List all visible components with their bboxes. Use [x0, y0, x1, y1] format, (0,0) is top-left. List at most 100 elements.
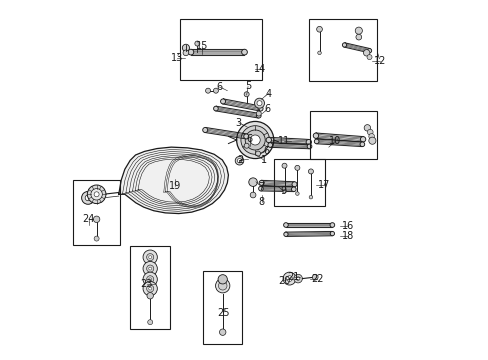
Circle shape [215, 279, 229, 293]
Circle shape [148, 256, 151, 258]
Circle shape [355, 34, 361, 40]
Circle shape [241, 49, 247, 55]
Polygon shape [119, 147, 228, 213]
Circle shape [256, 113, 261, 118]
Circle shape [248, 178, 257, 186]
Polygon shape [316, 139, 362, 147]
Circle shape [244, 92, 248, 97]
Circle shape [213, 106, 218, 111]
Circle shape [308, 169, 313, 174]
Circle shape [286, 276, 292, 282]
Circle shape [295, 192, 299, 195]
Circle shape [354, 27, 362, 34]
Polygon shape [315, 133, 363, 142]
Circle shape [366, 55, 371, 60]
Text: 13: 13 [170, 53, 183, 63]
Polygon shape [138, 159, 209, 202]
Circle shape [305, 139, 311, 145]
Circle shape [143, 250, 157, 264]
Circle shape [314, 139, 318, 144]
Text: 1: 1 [261, 156, 266, 165]
Circle shape [188, 49, 193, 55]
Text: 22: 22 [310, 274, 323, 284]
Circle shape [143, 261, 157, 276]
Circle shape [219, 329, 225, 336]
Text: 18: 18 [341, 231, 353, 241]
Circle shape [368, 137, 375, 144]
Text: 9: 9 [280, 186, 286, 197]
Circle shape [148, 267, 151, 270]
Circle shape [254, 98, 264, 108]
Text: 16: 16 [341, 221, 353, 231]
Text: 24: 24 [82, 213, 95, 224]
Bar [130, 246, 170, 329]
Circle shape [94, 236, 99, 241]
Circle shape [329, 223, 334, 227]
Circle shape [306, 144, 311, 149]
Circle shape [282, 190, 285, 193]
Polygon shape [222, 99, 261, 111]
Circle shape [359, 142, 364, 147]
Circle shape [317, 51, 321, 55]
Text: 17: 17 [318, 180, 330, 190]
Circle shape [313, 133, 318, 138]
Text: 21: 21 [287, 272, 299, 282]
Circle shape [257, 101, 262, 106]
Circle shape [316, 26, 322, 32]
Circle shape [329, 231, 334, 236]
Circle shape [218, 275, 227, 284]
Text: 14: 14 [254, 64, 266, 74]
Polygon shape [261, 180, 294, 187]
Text: 15: 15 [196, 41, 208, 51]
Circle shape [146, 265, 153, 272]
Circle shape [85, 195, 91, 201]
Polygon shape [132, 156, 214, 206]
Polygon shape [215, 106, 259, 118]
Circle shape [244, 143, 248, 148]
Circle shape [236, 121, 273, 158]
Polygon shape [285, 231, 332, 237]
Circle shape [218, 282, 226, 290]
Circle shape [91, 189, 102, 200]
Circle shape [282, 163, 286, 168]
Circle shape [203, 127, 207, 132]
Text: 6: 6 [263, 146, 269, 156]
Text: 20: 20 [278, 276, 290, 286]
Text: 12: 12 [373, 57, 386, 66]
Polygon shape [285, 223, 332, 227]
Text: 7: 7 [258, 182, 264, 192]
Text: 8: 8 [258, 197, 264, 207]
Polygon shape [190, 49, 244, 55]
Text: 3: 3 [235, 118, 242, 128]
Circle shape [265, 137, 271, 143]
Circle shape [342, 43, 346, 47]
Circle shape [366, 129, 372, 135]
Circle shape [182, 44, 189, 51]
Text: 4: 4 [265, 89, 271, 99]
Circle shape [237, 158, 241, 163]
Circle shape [148, 278, 151, 281]
Text: 11: 11 [277, 136, 289, 147]
Circle shape [94, 192, 99, 197]
Polygon shape [269, 143, 309, 149]
Text: 6: 6 [264, 104, 270, 113]
Polygon shape [204, 127, 246, 139]
Circle shape [293, 274, 302, 283]
Circle shape [259, 180, 264, 185]
Bar [308, 19, 376, 81]
Circle shape [308, 195, 312, 199]
Polygon shape [135, 157, 212, 204]
Circle shape [87, 185, 106, 203]
Text: 19: 19 [169, 181, 181, 191]
Circle shape [283, 272, 295, 285]
Circle shape [194, 41, 200, 46]
Circle shape [256, 111, 261, 116]
Text: 10: 10 [328, 136, 341, 147]
Polygon shape [261, 186, 293, 192]
Circle shape [205, 88, 210, 93]
Circle shape [294, 165, 299, 170]
Circle shape [213, 88, 218, 93]
Bar [273, 158, 325, 206]
Circle shape [368, 134, 374, 139]
Circle shape [291, 187, 296, 192]
